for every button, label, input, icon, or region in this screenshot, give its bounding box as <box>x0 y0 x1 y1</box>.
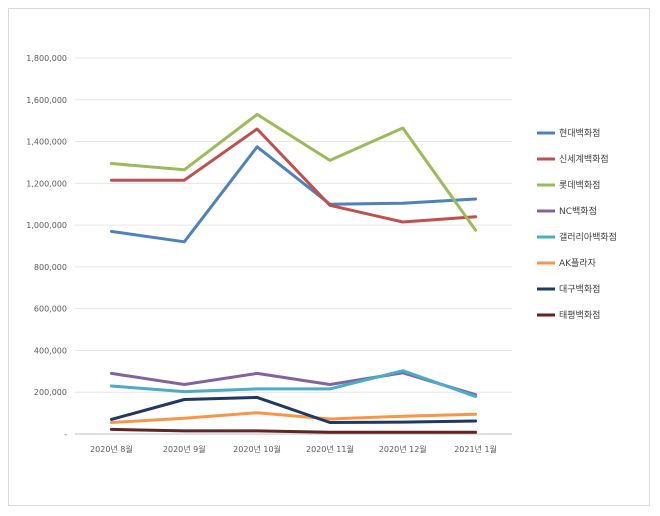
y-tick-label: 1,800,000 <box>26 54 67 63</box>
y-tick-label: 1,400,000 <box>26 138 67 147</box>
legend-label: 현대백화점 <box>559 127 600 139</box>
y-tick-label: 200,000 <box>34 388 67 397</box>
x-axis: 2020년 8월 2020년 9월 2020년 10월 2020년 11월 2020년 … <box>90 444 497 454</box>
legend-label: AK플라자 <box>559 258 597 269</box>
legend-label: 대구백화점 <box>559 283 600 295</box>
y-tick-label: 1,200,000 <box>26 179 67 188</box>
legend-label: 태평백화점 <box>559 309 600 321</box>
legend-label: 갤러리아백화점 <box>559 231 617 243</box>
series-line-8 <box>109 427 478 434</box>
y-tick-label: 1,000,000 <box>26 221 67 230</box>
x-tick-label: 2021년 1월 <box>454 444 497 454</box>
legend-label: NC백화점 <box>559 205 597 217</box>
y-tick-label: 1,600,000 <box>26 96 67 105</box>
series-line-1 <box>109 145 478 244</box>
x-tick-label: 2020년 9월 <box>163 444 206 454</box>
y-tick-label: - <box>64 430 67 439</box>
y-tick-label: 400,000 <box>34 346 67 355</box>
legend-label: 롯데백화점 <box>559 179 600 191</box>
grid-lines <box>75 57 512 435</box>
x-tick-label: 2020년 8월 <box>90 444 133 454</box>
y-axis: - 200,000 400,000 600,000 800,000 1,000,000 1,… <box>26 54 67 439</box>
series-lines <box>109 112 478 434</box>
series-line-3 <box>109 112 478 232</box>
y-tick-label: 600,000 <box>34 305 67 314</box>
series-line-7 <box>109 395 478 424</box>
legend-label: 신세계백화점 <box>559 153 609 165</box>
series-line-5 <box>109 369 478 398</box>
y-tick-label: 800,000 <box>34 263 67 272</box>
x-tick-label: 2020년 12월 <box>379 444 427 454</box>
series-line-6 <box>109 411 478 424</box>
series-line-2 <box>109 127 478 224</box>
x-tick-label: 2020년 10월 <box>233 444 281 454</box>
x-tick-label: 2020년 11월 <box>306 444 354 454</box>
